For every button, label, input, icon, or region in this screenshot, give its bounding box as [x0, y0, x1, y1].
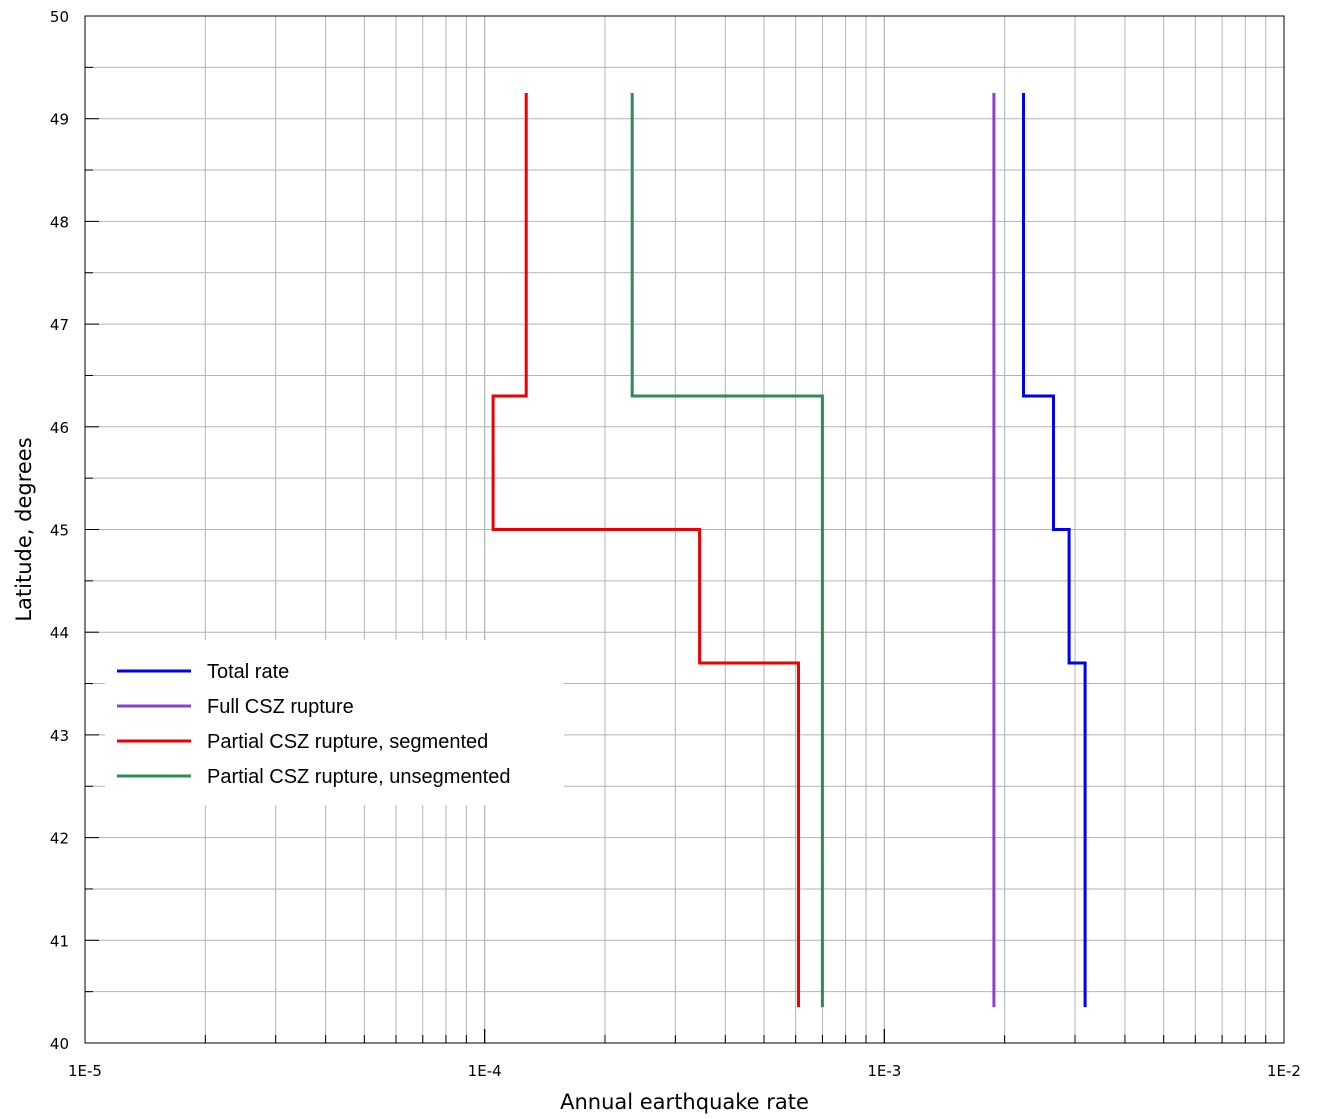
series-line [630, 93, 824, 1008]
y-tick-label: 42 [50, 830, 69, 848]
legend-label: Partial CSZ rupture, segmented [207, 731, 488, 753]
x-tick-label: 1E-5 [68, 1062, 102, 1080]
y-tick-label: 48 [50, 213, 69, 231]
y-tick-label: 41 [50, 932, 69, 950]
x-tick-label: 1E-4 [468, 1062, 502, 1080]
series-line [1022, 93, 1087, 1008]
y-tick-label: 44 [50, 624, 69, 642]
y-tick-label: 47 [50, 316, 69, 334]
axes: 1E-5 1E-4 1E-3 1E-2 40 41 42 43 44 45 46 47 48 49 50 [50, 8, 1301, 1080]
y-tick-label: 46 [50, 419, 69, 437]
y-tick-label: 45 [50, 522, 69, 540]
y-axis-title: Latitude, degrees [12, 437, 36, 621]
y-tick-label: 50 [50, 8, 69, 26]
x-tick-label: 1E-3 [867, 1062, 901, 1080]
legend: Total rate Full CSZ rupture Partial CSZ ru… [105, 640, 564, 805]
legend-label: Total rate [207, 661, 289, 683]
y-tick-label: 49 [50, 111, 69, 129]
y-tick-label: 40 [50, 1035, 69, 1053]
x-axis-title: Annual earthquake rate [560, 1090, 809, 1114]
legend-label: Full CSZ rupture [207, 696, 354, 718]
series-lines [491, 93, 1087, 1008]
x-tick-label: 1E-2 [1267, 1062, 1301, 1080]
legend-label: Partial CSZ rupture, unsegmented [207, 766, 511, 788]
y-tick-label: 43 [50, 727, 69, 745]
series-line [491, 93, 800, 1008]
